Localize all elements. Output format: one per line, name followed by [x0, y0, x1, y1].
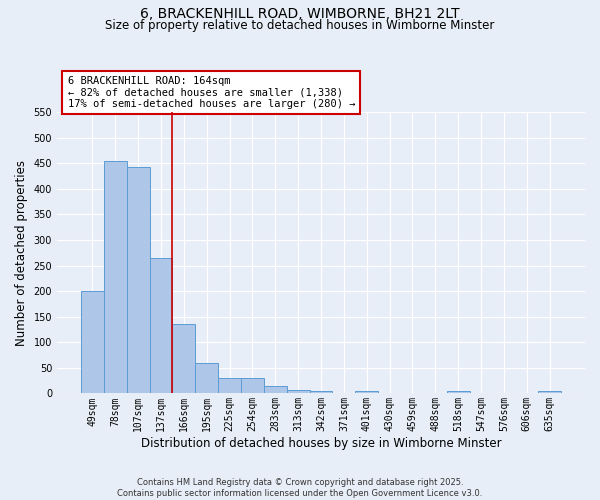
Bar	[218, 378, 241, 394]
Text: 6 BRACKENHILL ROAD: 164sqm
← 82% of detached houses are smaller (1,338)
17% of s: 6 BRACKENHILL ROAD: 164sqm ← 82% of deta…	[68, 76, 355, 109]
Text: Size of property relative to detached houses in Wimborne Minster: Size of property relative to detached ho…	[106, 18, 494, 32]
Bar	[241, 378, 264, 394]
Text: Contains HM Land Registry data © Crown copyright and database right 2025.
Contai: Contains HM Land Registry data © Crown c…	[118, 478, 482, 498]
Bar	[127, 168, 149, 394]
Y-axis label: Number of detached properties: Number of detached properties	[15, 160, 28, 346]
Bar	[172, 324, 196, 394]
X-axis label: Distribution of detached houses by size in Wimborne Minster: Distribution of detached houses by size …	[141, 437, 502, 450]
Bar	[447, 392, 470, 394]
Text: 6, BRACKENHILL ROAD, WIMBORNE, BH21 2LT: 6, BRACKENHILL ROAD, WIMBORNE, BH21 2LT	[140, 8, 460, 22]
Bar	[149, 258, 172, 394]
Bar	[538, 392, 561, 394]
Bar	[104, 160, 127, 394]
Bar	[81, 290, 104, 394]
Bar	[264, 386, 287, 394]
Bar	[287, 390, 310, 394]
Bar	[196, 362, 218, 394]
Bar	[310, 391, 332, 394]
Bar	[355, 391, 378, 394]
